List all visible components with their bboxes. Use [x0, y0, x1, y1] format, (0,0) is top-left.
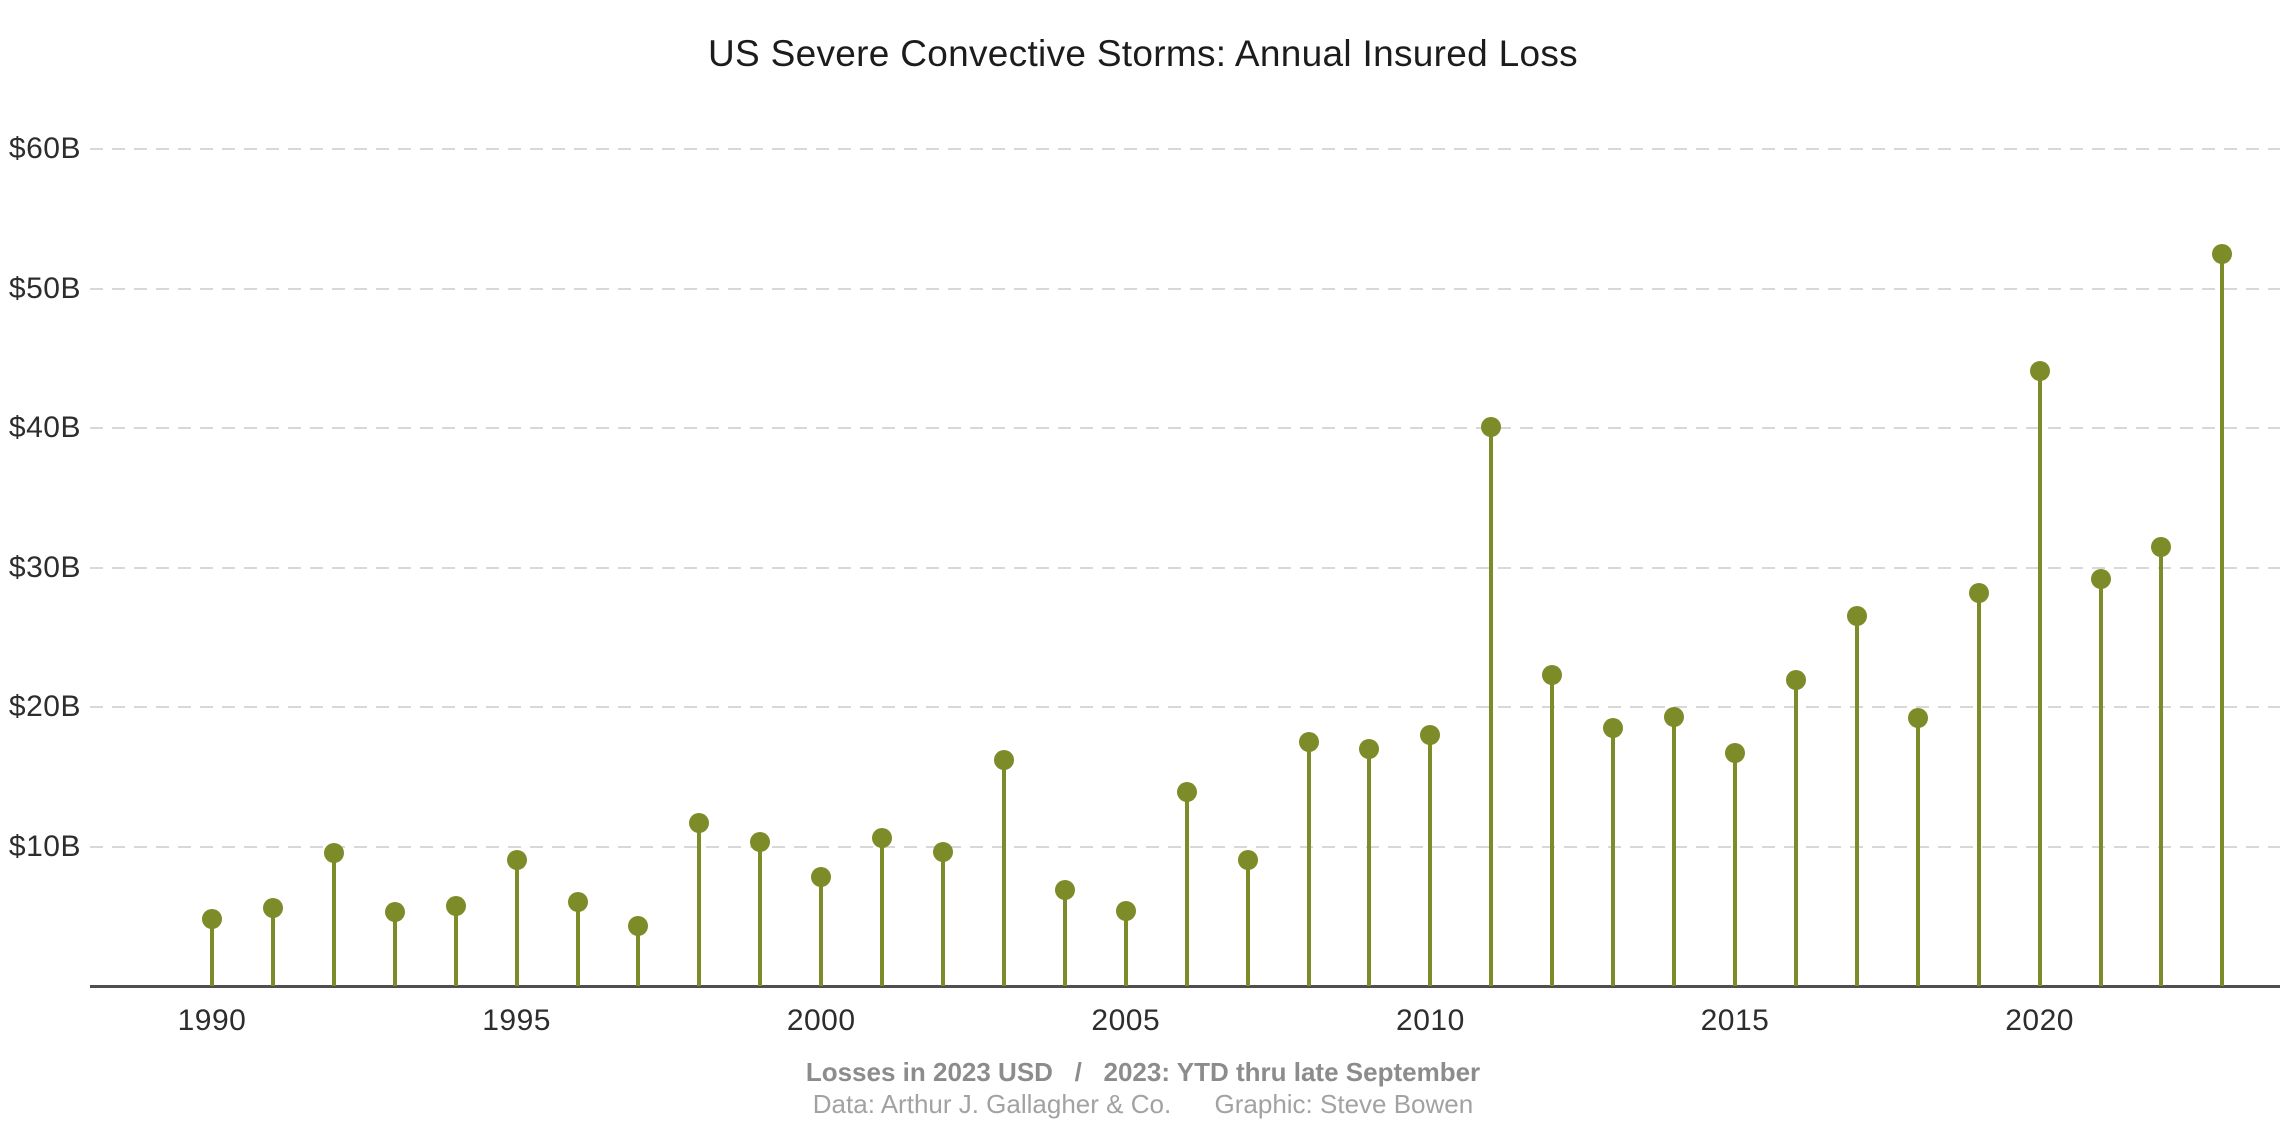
- marker-1990: [202, 909, 222, 930]
- gridline-50b: [90, 287, 2280, 290]
- stem-1997: [636, 926, 641, 986]
- marker-2020: [2029, 360, 2050, 381]
- stem-2012: [1550, 674, 1555, 986]
- x-axis-line: [90, 985, 2280, 988]
- stem-2023: [2220, 253, 2225, 986]
- stem-2004: [1062, 889, 1067, 986]
- stem-1991: [270, 907, 275, 986]
- stem-2003: [1001, 760, 1006, 986]
- marker-1996: [567, 892, 588, 913]
- footer-note-credits: Data: Arthur J. Gallagher & Co. Graphic:…: [812, 1089, 1474, 1119]
- marker-2008: [1298, 731, 1319, 752]
- stem-2010: [1428, 734, 1433, 986]
- marker-2007: [1237, 850, 1258, 871]
- marker-1997: [628, 916, 649, 936]
- y-axis-label-60b: $60B: [8, 132, 81, 165]
- marker-2006: [1176, 782, 1197, 803]
- marker-2002: [933, 842, 954, 863]
- stem-2015: [1733, 753, 1737, 986]
- stem-2020: [2037, 370, 2042, 986]
- marker-2000: [811, 867, 832, 888]
- marker-2022: [2151, 536, 2172, 557]
- stem-2005: [1123, 910, 1128, 986]
- y-axis-label-50b: $50B: [8, 271, 81, 305]
- marker-2001: [872, 828, 893, 849]
- stem-1990: [210, 919, 214, 986]
- x-axis-label-2010: 2010: [1396, 1004, 1465, 1037]
- stem-2021: [2098, 578, 2103, 986]
- marker-1991: [262, 897, 283, 918]
- y-axis-label-40b: $40B: [8, 411, 81, 444]
- gridline-20b: [90, 706, 2280, 708]
- marker-2012: [1542, 664, 1563, 685]
- marker-2019: [1968, 582, 1989, 603]
- marker-1999: [750, 832, 771, 853]
- stem-1994: [453, 906, 458, 986]
- stem-2002: [941, 852, 946, 986]
- stem-2009: [1367, 748, 1372, 986]
- marker-2003: [993, 750, 1014, 770]
- footer-note-losses: Losses in 2023 USD / 2023: YTD thru late…: [805, 1057, 1481, 1087]
- x-axis-label-2020: 2020: [2005, 1004, 2074, 1037]
- y-axis-label-30b: $30B: [8, 550, 81, 584]
- stem-1992: [331, 853, 336, 986]
- x-axis-label-2015: 2015: [1700, 1004, 1770, 1037]
- marker-2010: [1420, 724, 1441, 745]
- stem-1996: [575, 902, 580, 986]
- stem-2014: [1672, 716, 1677, 986]
- stem-1993: [392, 912, 397, 986]
- y-axis-label-20b: $20B: [8, 690, 81, 723]
- marker-1994: [445, 896, 466, 917]
- x-axis-label-1995: 1995: [482, 1004, 551, 1037]
- stem-2018: [1915, 718, 1920, 986]
- stem-2017: [1854, 616, 1859, 986]
- stem-2006: [1184, 792, 1189, 986]
- marker-2005: [1115, 900, 1136, 921]
- marker-2004: [1054, 879, 1075, 900]
- gridline-60b: [90, 148, 2280, 150]
- gridline-40b: [90, 427, 2280, 429]
- marker-2013: [1603, 717, 1624, 738]
- stem-1999: [758, 842, 763, 986]
- marker-2014: [1664, 706, 1685, 727]
- marker-2018: [1907, 708, 1928, 729]
- marker-2023: [2212, 243, 2233, 264]
- y-axis-label-10b: $10B: [8, 829, 81, 863]
- marker-1998: [689, 812, 710, 833]
- stem-2007: [1245, 860, 1250, 986]
- chart-title: US Severe Convective Storms: Annual Insu…: [708, 33, 1578, 74]
- stem-2022: [2159, 546, 2164, 986]
- marker-2017: [1846, 606, 1867, 627]
- stem-2019: [1976, 592, 1981, 986]
- marker-2009: [1359, 738, 1380, 759]
- stem-1995: [514, 860, 519, 986]
- stem-2016: [1793, 680, 1798, 986]
- stem-2000: [819, 877, 824, 986]
- marker-2011: [1481, 416, 1502, 437]
- stem-1998: [697, 822, 702, 986]
- marker-1995: [506, 850, 527, 871]
- marker-2021: [2090, 568, 2111, 589]
- marker-2015: [1725, 743, 1745, 764]
- x-axis-label-1990: 1990: [177, 1004, 247, 1037]
- x-axis-label-2000: 2000: [786, 1004, 856, 1037]
- stem-2013: [1611, 727, 1616, 986]
- stem-2008: [1306, 741, 1311, 986]
- stem-2011: [1489, 426, 1494, 986]
- marker-1992: [323, 843, 344, 864]
- x-axis-label-2005: 2005: [1091, 1004, 1161, 1037]
- marker-2016: [1785, 670, 1806, 691]
- marker-1993: [384, 902, 405, 923]
- gridline-30b: [90, 566, 2280, 569]
- stem-2001: [880, 838, 885, 986]
